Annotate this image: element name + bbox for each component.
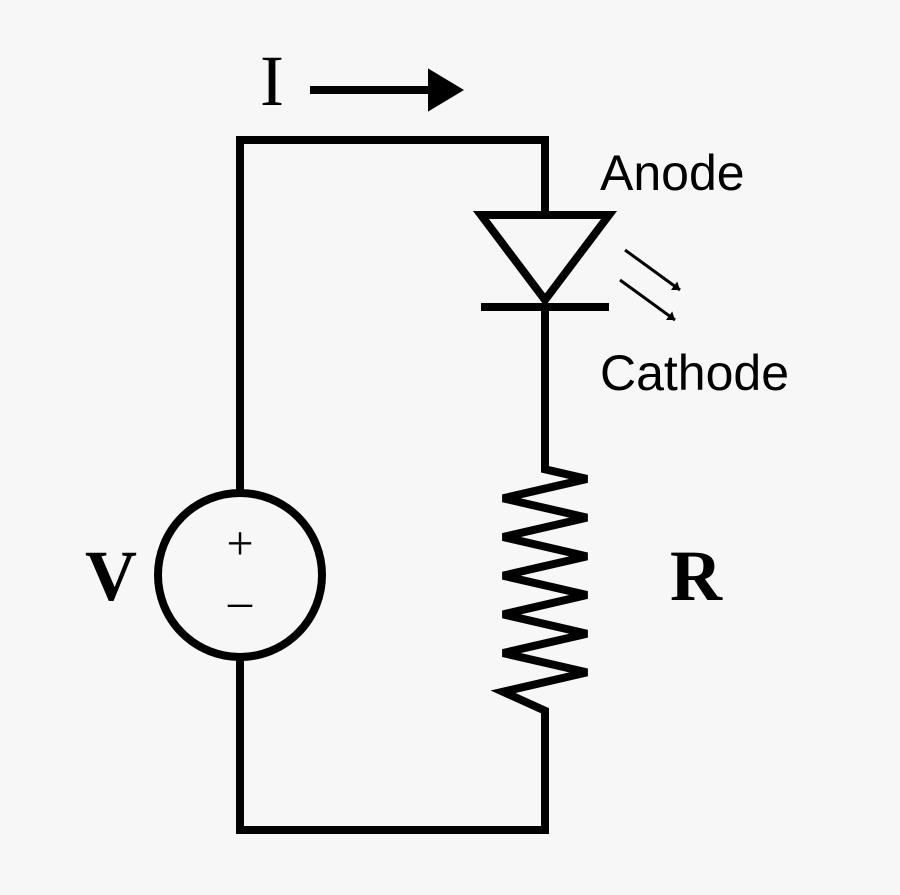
anode-label: Anode (600, 145, 745, 201)
cathode-label: Cathode (600, 345, 789, 401)
current-arrow-head (428, 68, 464, 111)
current-label: I (260, 41, 284, 121)
voltage-source-minus: – (227, 575, 253, 628)
voltage-label: V (85, 536, 137, 616)
resistor-symbol (503, 460, 587, 720)
led-light-ray-0 (625, 250, 680, 290)
led-light-ray-1 (620, 280, 675, 320)
resistor-label: R (670, 536, 723, 616)
led-anode-triangle (481, 215, 609, 300)
voltage-source-plus: + (226, 517, 253, 570)
